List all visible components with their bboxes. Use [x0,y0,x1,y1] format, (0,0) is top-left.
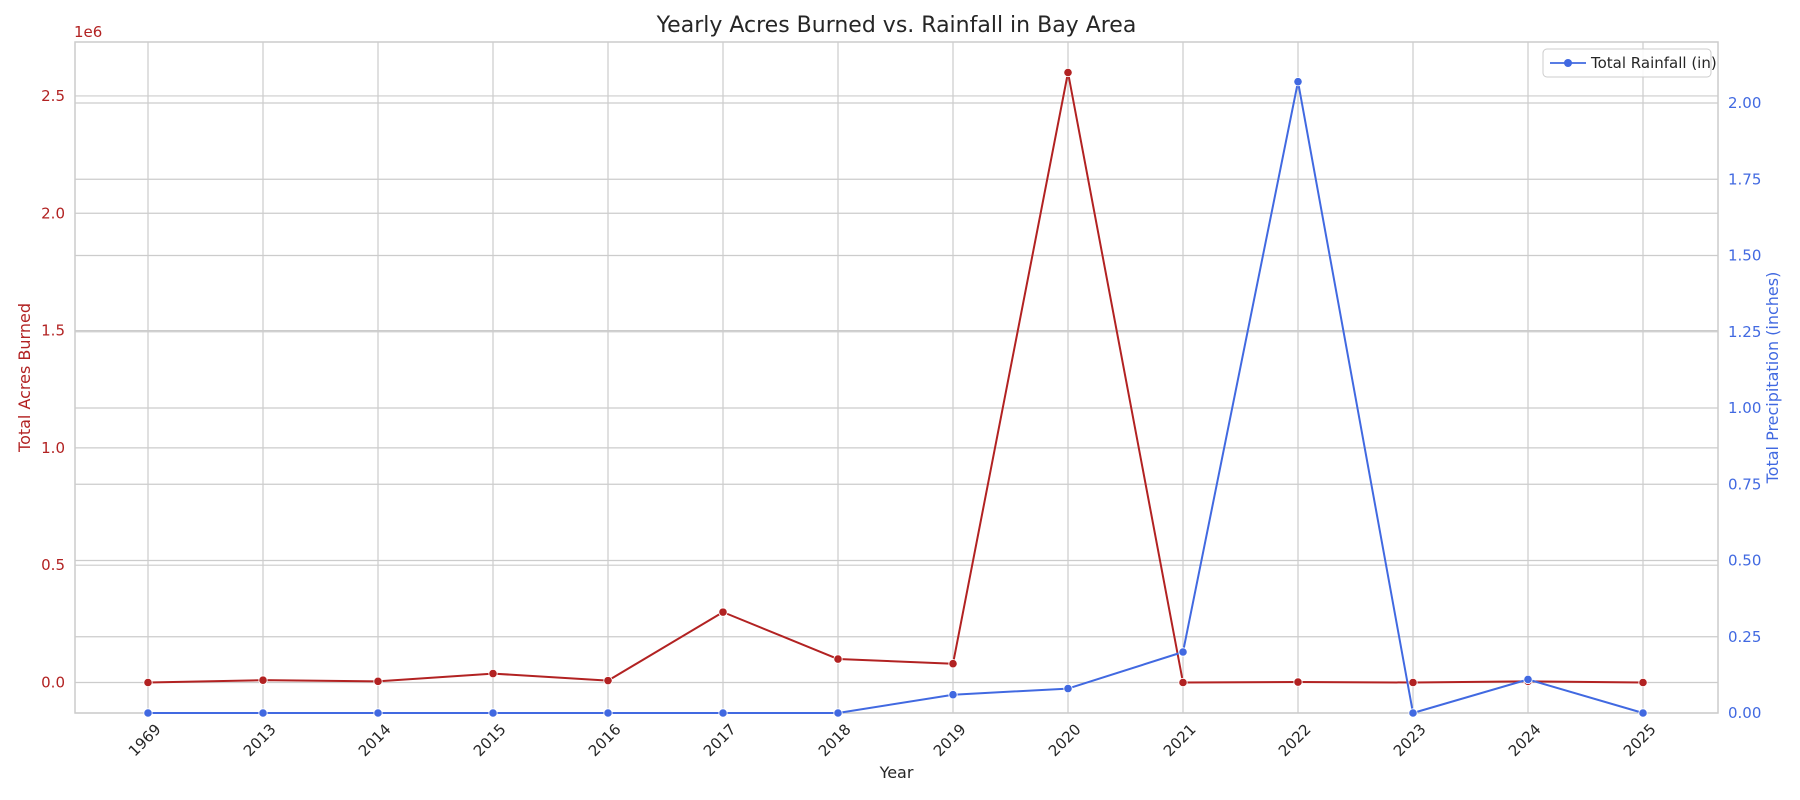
right-y-tick-label: 1.00 [1728,399,1761,417]
acres-burned-point [1178,677,1188,688]
rainfall-point [1408,708,1418,718]
right-y-tick-label: 0.75 [1728,475,1761,493]
rainfall-point [143,708,153,718]
left-axis-offset-text: 1e6 [74,23,102,41]
right-axis-label: Total Precipitation (inches) [1763,272,1782,485]
acres-burned-point [1293,677,1303,687]
acres-burned-point [373,676,383,686]
rainfall-point [488,708,498,718]
legend-box [1542,48,1712,78]
rainfall-point [718,708,728,718]
grid-lines [75,42,1718,714]
left-y-tick-label: 1.5 [41,322,65,340]
left-y-tick-label: 1.0 [41,439,65,457]
acres-burned-point [143,677,153,688]
legend-dot-marker [1564,59,1572,67]
legend-entry-total-rainfall: Total Rainfall (in) [1590,54,1717,72]
left-y-tick-label: 0.5 [41,556,65,574]
series-layer [143,67,1648,718]
right-y-tick-label: 0.00 [1728,704,1761,722]
acres-burned-point [833,654,843,664]
rainfall-point [1523,674,1533,685]
rainfall-point [948,690,958,700]
right-y-tick-label: 0.50 [1728,552,1761,570]
acres-burned-point [1408,677,1418,688]
acres-burned-point [488,668,498,679]
right-y-tick-label: 1.25 [1728,323,1761,341]
rainfall-point [1063,683,1073,694]
acres-burned-point [1638,677,1648,688]
acres-burned-point [1063,67,1073,78]
left-y-tick-label: 0.0 [41,674,65,692]
acres-burned-point [718,607,728,617]
left-y-tick-label: 2.0 [41,204,65,222]
acres-burned-point [603,676,613,686]
chart-title: Yearly Acres Burned vs. Rainfall in Bay … [656,13,1137,38]
right-y-tick-label: 2.00 [1728,94,1761,112]
legend: Total Rainfall (in) [1542,48,1717,78]
rainfall-point [258,708,268,718]
acres-burned-point [948,659,958,669]
rainfall-point [373,708,383,718]
right-y-tick-label: 0.25 [1728,628,1761,646]
rainfall-point [833,708,843,718]
right-y-tick-label: 1.75 [1728,170,1761,188]
rainfall-point [1638,708,1648,718]
acres-burned-line [147,71,1644,684]
left-y-tick-label: 2.5 [41,87,65,105]
left-axis-label: Total Acres Burned [15,303,34,453]
plot-frame [74,41,1719,714]
rainfall-point [1178,647,1188,657]
acres-burned-point [258,675,268,685]
rainfall-point [603,708,613,718]
rainfall-point [1293,77,1303,87]
right-y-tick-label: 1.50 [1728,247,1761,265]
rainfall-line [148,80,1644,714]
x-axis-label: Year [879,763,914,782]
